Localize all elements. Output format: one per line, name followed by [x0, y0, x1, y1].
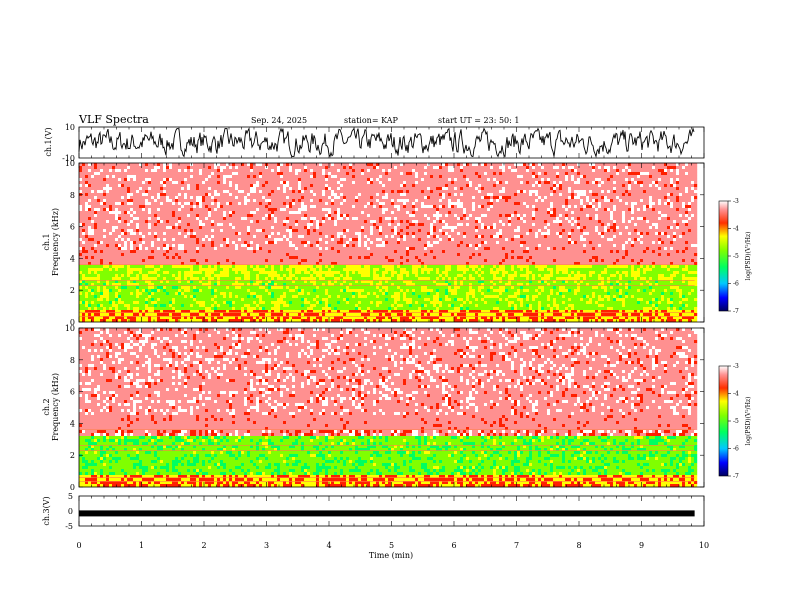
ch1-waveform-panel: 10 -10 ch.1(V) — [44, 123, 704, 163]
ch2-spec-ylabel-top: ch.2 — [42, 398, 51, 415]
cb1-ticks-label: -7 — [733, 308, 739, 315]
cb1-ticks-label: -6 — [733, 281, 739, 288]
spec2-ytick-label: 6 — [70, 388, 75, 397]
ch1-colorbar-label: log(PSD)(V²/Hz) — [745, 232, 752, 281]
ch3-ytick-bottom: -5 — [65, 522, 73, 531]
ch1-colorbar — [719, 201, 728, 311]
x-tick-label: 10 — [699, 541, 709, 550]
x-tick-label: 9 — [639, 541, 644, 550]
ch1-spectrogram-image — [79, 163, 704, 322]
ch2-spec-ylabel: Frequency (kHz) — [51, 373, 60, 441]
x-tick-label: 1 — [139, 541, 144, 550]
spec1-ytick-label: 2 — [70, 286, 75, 295]
x-tick-label: 4 — [326, 541, 331, 550]
spec1-ytick-label: 4 — [70, 254, 75, 263]
x-tick-label: 6 — [451, 541, 456, 550]
ch1-ylabel: ch.1(V) — [44, 127, 53, 156]
start-time-label: start UT = 23: 50: 1 — [438, 116, 519, 125]
x-tick-label: 3 — [264, 541, 269, 550]
x-tick-label: 7 — [514, 541, 519, 550]
cb1-ticks-label: -3 — [733, 198, 739, 205]
cb2-ticks-label: -6 — [733, 446, 739, 453]
spec1-ytick-label: 10 — [65, 159, 75, 168]
ch3-trace — [79, 510, 695, 516]
vlf-figure: VLF Spectra Sep. 24, 2025 station= KAP s… — [0, 0, 792, 612]
cb2-ticks-label: -5 — [733, 418, 739, 425]
cb2-ticks-label: -3 — [733, 363, 739, 370]
ch1-spec-ylabel: Frequency (kHz) — [51, 208, 60, 276]
ch3-ytick-mid: 0 — [68, 507, 73, 516]
x-tick-label: 5 — [389, 541, 394, 550]
ch2-colorbar — [719, 366, 728, 476]
x-tick-label: 0 — [76, 541, 81, 550]
spec1-ytick-label: 8 — [70, 191, 75, 200]
ch2-colorbar-label: log(PSD)(V²/Hz) — [745, 397, 752, 446]
ch3-ytick-top: 5 — [68, 492, 73, 501]
spec2-ytick-label: 8 — [70, 356, 75, 365]
figure-title: VLF Spectra — [78, 113, 149, 126]
cb1-ticks-label: -4 — [733, 226, 739, 233]
ch3-ylabel: ch.3(V) — [42, 496, 51, 525]
x-tick-label: 8 — [576, 541, 581, 550]
ch1-spec-ylabel-top: ch.1 — [42, 233, 51, 250]
spec2-ytick-label: 2 — [70, 451, 75, 460]
x-axis-label: Time (min) — [369, 551, 413, 560]
spec2-ytick-label: 4 — [70, 419, 75, 428]
spec2-ytick-label: 0 — [70, 483, 75, 492]
spec1-ytick-label: 6 — [70, 223, 75, 232]
cb2-ticks-label: -4 — [733, 391, 739, 398]
spec2-ytick-label: 10 — [65, 324, 75, 333]
x-tick-label: 2 — [201, 541, 206, 550]
station-label: station= KAP — [344, 116, 399, 125]
ch2-spectrogram-image — [79, 328, 704, 487]
cb1-ticks-label: -5 — [733, 253, 739, 260]
cb2-ticks-label: -7 — [733, 473, 739, 480]
ch1-ytick-top: 10 — [65, 123, 75, 132]
date-label: Sep. 24, 2025 — [251, 116, 307, 125]
